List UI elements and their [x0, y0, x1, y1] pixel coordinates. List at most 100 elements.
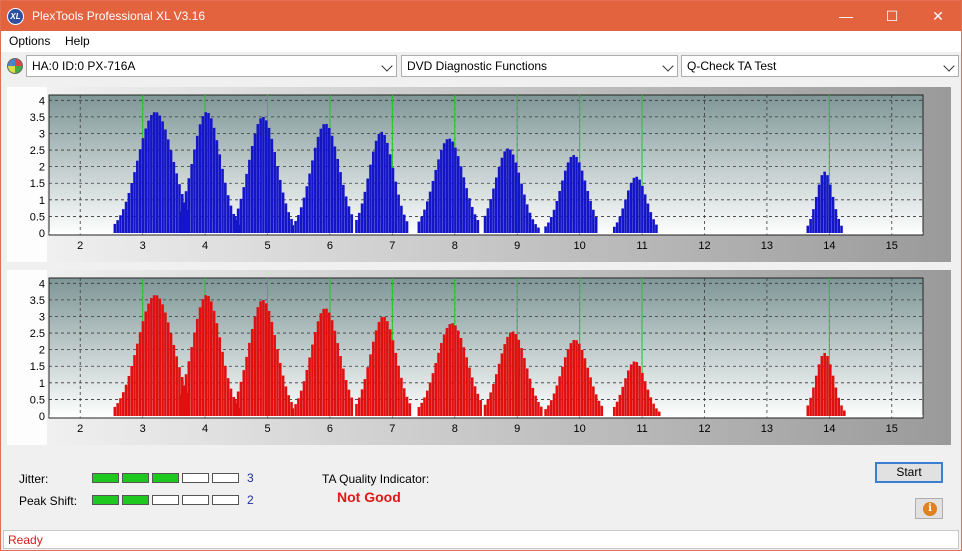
x-tick-label: 15 — [886, 240, 898, 252]
chart-bar — [592, 386, 595, 416]
chart-bar — [400, 377, 403, 416]
chart-bar — [417, 407, 421, 416]
chart-bar — [497, 363, 501, 416]
chart-bar — [612, 226, 616, 233]
x-tick-label: 12 — [698, 240, 710, 252]
chart-bar — [259, 301, 262, 416]
chart-bar — [201, 299, 205, 416]
chart-bar — [558, 190, 561, 233]
chart-bar — [229, 388, 233, 416]
chart-bar — [826, 175, 829, 233]
chart-bar — [486, 208, 490, 233]
chart-bar — [494, 177, 498, 233]
chart-bar — [537, 401, 540, 416]
start-button[interactable]: Start — [875, 462, 943, 483]
minimize-button[interactable]: — — [839, 8, 853, 24]
chart-bar — [456, 330, 460, 416]
chart-bar — [299, 207, 303, 233]
chart-bar — [397, 194, 400, 233]
chart-bar — [583, 180, 587, 233]
y-tick-label: 2.5 — [30, 145, 45, 157]
chart-bar — [618, 216, 622, 233]
chart-bar — [147, 120, 150, 233]
y-tick-label: 3 — [39, 311, 45, 323]
maximize-button[interactable]: ☐ — [885, 8, 899, 24]
chart-bar — [380, 317, 384, 416]
menu-options[interactable]: Options — [9, 34, 51, 48]
chart-bar — [127, 375, 131, 416]
chart-bar — [589, 377, 592, 416]
chart-bar — [232, 213, 236, 233]
chart-bar — [483, 215, 487, 233]
drive-select[interactable]: HA:0 ID:0 PX-716A — [26, 55, 397, 77]
chart-bar — [158, 115, 162, 233]
chart-bar — [448, 324, 452, 416]
info-button[interactable]: i — [915, 498, 943, 519]
peak-shift-meter-segment — [92, 495, 119, 505]
x-tick-label: 5 — [264, 423, 270, 435]
chart-bar — [144, 311, 148, 416]
x-tick-label: 14 — [823, 240, 835, 252]
chart-bar — [843, 410, 846, 416]
chart-bar — [226, 195, 230, 233]
chart-bar — [514, 162, 518, 233]
chart-bar — [394, 352, 398, 416]
chart-bar — [124, 201, 128, 233]
chart-bar — [207, 295, 210, 416]
chart-bar — [468, 367, 471, 416]
close-button[interactable]: ✕ — [932, 8, 944, 24]
y-tick-label: 1 — [39, 378, 45, 390]
chart-bar — [245, 356, 248, 416]
chart-bar — [405, 221, 409, 233]
chart-bar — [451, 323, 454, 416]
chart-bar — [657, 411, 661, 416]
chart-bar — [627, 190, 630, 233]
chart-bar — [224, 365, 227, 416]
chart-bar — [468, 198, 471, 233]
test-select[interactable]: Q-Check TA Test — [681, 55, 959, 77]
charts-area: 43.532.521.510.502 3 4 5 6 7 8 9 10 11 12 13 14 15 43… — [7, 87, 951, 445]
chart-bar — [583, 358, 587, 416]
function-select-value: DVD Diagnostic Functions — [407, 59, 548, 73]
chart-bar — [451, 141, 454, 233]
chart-bar — [319, 128, 323, 233]
chart-bar — [629, 182, 633, 233]
ta-quality-result: Not Good — [337, 489, 401, 505]
chart-bar — [561, 366, 564, 416]
chart-bar — [319, 313, 323, 416]
chart-bar — [643, 381, 647, 416]
chart-bar — [232, 396, 236, 416]
chart-bar — [294, 404, 297, 416]
chart-bar — [287, 212, 291, 233]
peak-shift-meter-segment — [152, 495, 179, 505]
chart-bar — [506, 336, 509, 416]
chart-bar — [831, 375, 835, 416]
chart-bar — [204, 295, 207, 416]
chart-bar — [528, 212, 532, 233]
y-tick-label: 0 — [39, 228, 45, 240]
chart-bar — [448, 138, 452, 233]
x-tick-label: 4 — [202, 423, 208, 435]
chart-bar — [121, 209, 125, 233]
chart-bar — [198, 124, 202, 233]
chart-bar — [291, 408, 295, 416]
chart-bar — [497, 166, 501, 233]
y-tick-label: 0 — [39, 411, 45, 423]
chart-bar — [589, 200, 592, 233]
chart-bar — [618, 394, 622, 416]
peak-shift-meter-segment — [212, 495, 239, 505]
chart-bar — [537, 227, 540, 233]
chart-bar — [236, 391, 240, 416]
chart-bar — [814, 375, 818, 416]
function-select[interactable]: DVD Diagnostic Functions — [401, 55, 678, 77]
chart-bar — [558, 376, 561, 416]
chart-bar — [347, 389, 351, 416]
menu-help[interactable]: Help — [65, 34, 90, 48]
chart-bar — [812, 209, 815, 233]
chart-bar — [837, 397, 841, 416]
chart-bar — [195, 318, 199, 416]
chart-bar — [302, 381, 306, 416]
chart-bar — [127, 192, 131, 233]
title-bar[interactable]: XL PlexTools Professional XL V3.16 — ☐ ✕ — [1, 1, 961, 31]
chart-bar — [245, 173, 248, 233]
